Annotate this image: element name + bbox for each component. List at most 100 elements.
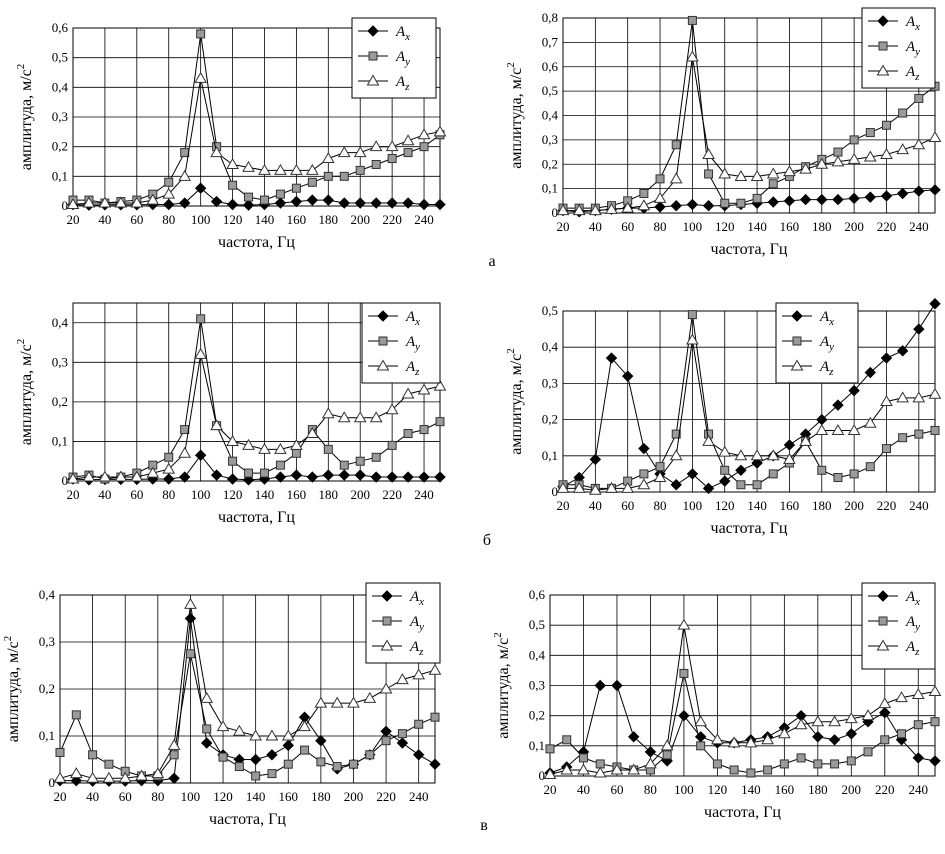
data-point-az-triangle (379, 682, 393, 694)
data-point-ax-diamond (848, 192, 860, 205)
data-point-ax-diamond (751, 457, 763, 469)
data-point-ax-diamond (242, 199, 255, 211)
data-point-az-triangle (686, 333, 699, 345)
data-point-ax-diamond (322, 194, 335, 206)
data-point-az-triangle (928, 685, 942, 697)
data-point-ay-square (865, 462, 875, 472)
data-point-az-triangle (433, 379, 447, 391)
y-tick-label: 0,2 (52, 394, 68, 409)
data-point-ay-square (578, 753, 588, 763)
y-axis-label-superscript: 2 (492, 632, 504, 638)
data-point-az-triangle (226, 157, 239, 169)
data-point-ay-square (639, 189, 649, 198)
data-point-ay-square (913, 720, 923, 730)
y-tick-label: 0,4 (39, 587, 56, 602)
x-tick-label: 180 (311, 789, 331, 804)
data-point-az-triangle (347, 696, 360, 708)
legend-label-main: A (905, 14, 916, 30)
data-point-ay-square (104, 759, 114, 769)
legend-marker-diamond (877, 590, 889, 602)
x-tick-label: 20 (544, 782, 557, 797)
data-point-az-triangle (686, 50, 699, 62)
y-tick-label: 0,5 (542, 83, 558, 98)
x-axis-label: частота, Гц (218, 234, 295, 251)
data-point-az-triangle (718, 167, 732, 179)
data-point-ay-square (671, 429, 681, 439)
data-point-az-triangle (653, 471, 667, 483)
y-tick-label: 0,4 (529, 647, 546, 662)
x-tick-label: 20 (557, 219, 570, 234)
legend-entry-az: Az (782, 359, 834, 378)
legend-marker-triangle (876, 639, 890, 651)
legend-label-subscript: y (418, 621, 424, 633)
x-tick-label: 120 (223, 212, 243, 227)
data-point-az-triangle (210, 146, 223, 158)
x-tick-label: 160 (780, 498, 800, 513)
data-point-az-triangle (118, 771, 132, 783)
data-point-ax-diamond (864, 366, 877, 379)
series-ay-line (563, 314, 936, 489)
legend-label: Ay (819, 334, 834, 353)
y-tick-label: 0,6 (542, 59, 559, 74)
data-point-ay-square (348, 759, 358, 769)
data-point-ay-square (846, 756, 856, 766)
legend-label: Ay (905, 614, 920, 633)
chart-3: 0 0,1 0,2 0,3 0,4 20 40 60 80 100 120 140 160 180 200 2… (15, 302, 447, 526)
legend-label-main: A (905, 614, 916, 630)
data-point-az-triangle (66, 198, 80, 210)
data-point-az-triangle (321, 152, 335, 164)
data-point-az-triangle (146, 193, 160, 205)
data-point-ay-square (880, 735, 890, 745)
data-point-az-triangle (417, 128, 431, 140)
x-tick-label: 60 (130, 212, 143, 227)
data-point-az-triangle (290, 163, 303, 175)
x-tick-label: 40 (589, 219, 602, 234)
data-point-az-triangle (428, 663, 442, 675)
y-tick-label: 0,1 (529, 738, 545, 753)
y-tick-label: 0 (49, 775, 56, 790)
series-ay (545, 668, 940, 778)
y-tick-label: 0,6 (529, 587, 546, 602)
y-tick-label: 0,4 (542, 339, 559, 354)
legend-marker-square (368, 51, 378, 61)
legend-label-main: A (905, 39, 916, 55)
data-point-ax-diamond (702, 199, 715, 212)
legend-label-subscript: y (914, 621, 920, 633)
data-point-ay-square (323, 444, 333, 454)
data-point-ay-square (679, 668, 689, 678)
data-point-ax-diamond (226, 473, 239, 485)
data-point-ay-square (387, 154, 397, 164)
x-axis-label: частота, Гц (711, 520, 788, 537)
chart-6: 0 0,1 0,2 0,3 0,4 0,5 0,6 20 40 60 80 100 120 140 160 1… (492, 582, 942, 821)
data-point-az-triangle (588, 204, 602, 216)
data-point-ay-square (720, 465, 730, 475)
data-point-az-triangle (249, 729, 263, 741)
data-point-az-triangle (627, 763, 641, 775)
legend-label: Az (905, 639, 920, 658)
data-point-az-triangle (396, 673, 409, 685)
data-point-az-triangle (660, 739, 674, 751)
legend-label-subscript: x (418, 596, 424, 608)
legend-label-subscript: z (828, 366, 834, 378)
data-point-az-triangle (734, 169, 748, 181)
legend-box (861, 7, 936, 89)
data-point-ax-diamond (194, 449, 207, 461)
legend-label: Az (905, 64, 920, 83)
data-point-az-triangle (298, 720, 311, 732)
data-point-az-triangle (135, 769, 148, 781)
data-point-ay-square (275, 189, 285, 199)
y-axis-label-superscript: 2 (15, 339, 27, 345)
y-tick-label: 0 (539, 768, 546, 783)
data-point-az-triangle (637, 199, 651, 211)
data-point-az-triangle (761, 733, 774, 745)
data-point-ay-square (671, 140, 681, 150)
data-point-ax-diamond (274, 471, 287, 483)
data-point-ax-diamond (178, 197, 191, 209)
data-point-ax-diamond (611, 679, 623, 692)
plot-frame (59, 594, 436, 784)
x-tick-label: 100 (683, 219, 703, 234)
y-axis-label-superscript: 2 (2, 636, 14, 642)
data-point-ax-diamond (194, 182, 207, 194)
